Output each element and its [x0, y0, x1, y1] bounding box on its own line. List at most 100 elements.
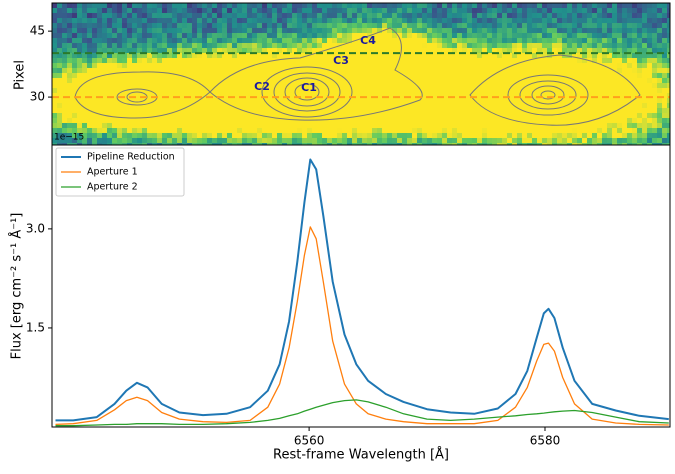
heat-cell — [292, 138, 297, 143]
heat-cell — [337, 113, 342, 118]
heat-cell — [272, 128, 277, 133]
heat-cell — [387, 23, 392, 28]
heat-cell — [437, 138, 442, 143]
heat-cell — [597, 33, 602, 38]
heat-cell — [442, 83, 447, 88]
heat-cell — [507, 138, 512, 143]
heat-cell — [102, 123, 107, 128]
heat-cell — [192, 88, 197, 93]
heat-cell — [592, 33, 597, 38]
heat-cell — [102, 108, 107, 113]
heat-cell — [377, 83, 382, 88]
heat-cell — [257, 133, 262, 138]
heat-cell — [497, 73, 502, 78]
heat-cell — [527, 3, 532, 8]
heat-cell — [297, 13, 302, 18]
heat-cell — [332, 38, 337, 43]
heat-cell — [187, 38, 192, 43]
heat-cell — [512, 113, 517, 118]
heat-cell — [572, 68, 577, 73]
heat-cell — [617, 133, 622, 138]
heat-cell — [192, 108, 197, 113]
heat-cell — [117, 63, 122, 68]
heat-cell — [307, 13, 312, 18]
heat-cell — [177, 18, 182, 23]
heat-cell — [602, 83, 607, 88]
heat-cell — [572, 63, 577, 68]
heat-cell — [242, 63, 247, 68]
heat-cell — [427, 38, 432, 43]
heat-cell — [157, 23, 162, 28]
heat-cell — [542, 43, 547, 48]
heat-cell — [297, 23, 302, 28]
heat-cell — [277, 3, 282, 8]
heat-cell — [487, 33, 492, 38]
heat-cell — [247, 78, 252, 83]
heat-cell — [72, 13, 77, 18]
heat-cell — [442, 88, 447, 93]
heat-cell — [362, 23, 367, 28]
heat-cell — [57, 78, 62, 83]
heat-cell — [587, 128, 592, 133]
heat-cell — [647, 23, 652, 28]
heat-cell — [72, 63, 77, 68]
heat-cell — [202, 18, 207, 23]
heat-cell — [387, 68, 392, 73]
heat-cell — [657, 58, 662, 63]
heat-cell — [542, 83, 547, 88]
heat-cell — [347, 118, 352, 123]
heat-cell — [477, 78, 482, 83]
heat-cell — [167, 123, 172, 128]
heat-cell — [182, 58, 187, 63]
heat-cell — [487, 63, 492, 68]
heat-cell — [537, 3, 542, 8]
heat-cell — [437, 113, 442, 118]
heat-cell — [407, 73, 412, 78]
heat-cell — [552, 128, 557, 133]
heat-cell — [77, 68, 82, 73]
heat-cell — [417, 38, 422, 43]
heat-cell — [582, 43, 587, 48]
heat-cell — [582, 63, 587, 68]
heat-cell — [192, 23, 197, 28]
heat-cell — [622, 23, 627, 28]
heat-cell — [247, 18, 252, 23]
heat-cell — [522, 33, 527, 38]
heat-cell — [642, 23, 647, 28]
heat-cell — [517, 23, 522, 28]
heat-cell — [77, 33, 82, 38]
heat-cell — [107, 103, 112, 108]
heat-cell — [237, 38, 242, 43]
heat-cell — [617, 28, 622, 33]
heat-cell — [547, 33, 552, 38]
heat-cell — [322, 133, 327, 138]
heat-cell — [277, 128, 282, 133]
heat-cell — [592, 108, 597, 113]
heat-cell — [177, 38, 182, 43]
heat-cell — [342, 18, 347, 23]
heat-cell — [552, 63, 557, 68]
heat-cell — [607, 118, 612, 123]
heat-cell — [542, 38, 547, 43]
heat-cell — [627, 23, 632, 28]
heat-cell — [92, 133, 97, 138]
heat-cell — [627, 63, 632, 68]
heat-cell — [172, 23, 177, 28]
heat-cell — [642, 113, 647, 118]
heat-cell — [202, 13, 207, 18]
heat-cell — [572, 38, 577, 43]
heat-cell — [157, 88, 162, 93]
heat-cell — [577, 68, 582, 73]
heat-cell — [352, 28, 357, 33]
heat-cell — [282, 13, 287, 18]
heat-cell — [97, 38, 102, 43]
heat-cell — [592, 3, 597, 8]
heat-cell — [572, 118, 577, 123]
heat-cell — [572, 3, 577, 8]
heat-cell — [372, 63, 377, 68]
heat-cell — [417, 103, 422, 108]
heat-cell — [502, 123, 507, 128]
heat-cell — [472, 68, 477, 73]
heat-cell — [272, 133, 277, 138]
